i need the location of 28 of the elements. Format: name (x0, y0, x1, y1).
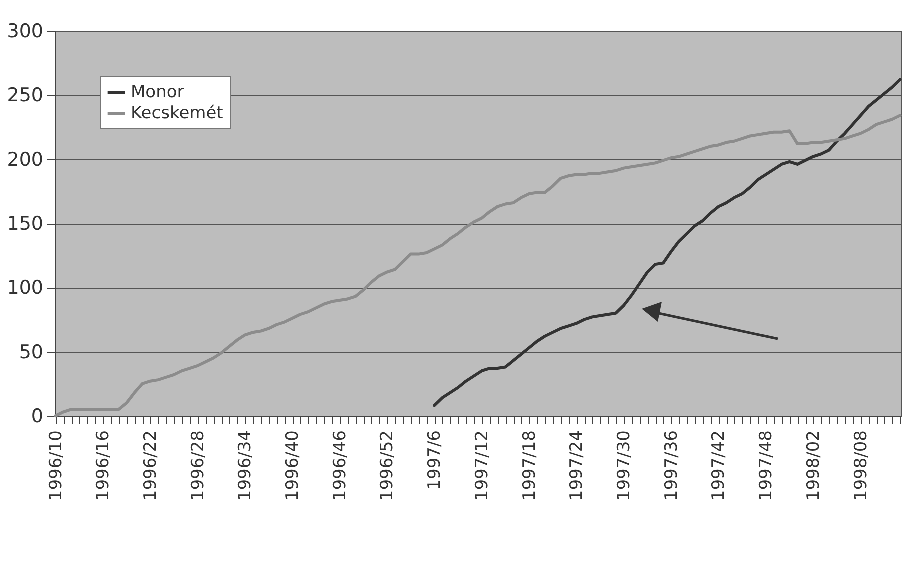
x-tick-label: 1997/42 (709, 430, 730, 502)
x-tick-label: 1996/28 (188, 430, 208, 502)
y-tick-label: 200 (7, 148, 44, 171)
y-tick-label: 300 (7, 20, 44, 42)
x-tick-label: 1997/12 (472, 430, 492, 502)
legend-label: Kecskemét (131, 104, 224, 124)
x-tick-label: 1996/22 (140, 430, 161, 502)
x-tick-label: 1998/02 (804, 430, 824, 502)
x-tick-label: 1997/30 (614, 430, 634, 502)
x-tick-label: 1996/16 (94, 430, 114, 502)
y-tick-label: 150 (7, 213, 44, 235)
y-tick-label: 50 (19, 341, 44, 364)
x-tick-label: 1996/52 (378, 430, 398, 502)
x-tick-label: 1997/18 (520, 430, 540, 502)
x-tick-label: 1997/48 (756, 430, 777, 502)
x-tick-label: 1997/36 (662, 430, 682, 502)
y-tick-label: 100 (7, 277, 44, 300)
line-series (433, 78, 902, 408)
x-tick-label: 1996/40 (283, 430, 304, 502)
x-tick-label: 1996/34 (236, 430, 256, 502)
y-tick-label: 0 (31, 406, 44, 428)
x-tick-label: 1998/08 (851, 430, 872, 502)
y-tick-label: 250 (7, 84, 44, 107)
x-tick-label: 1997/24 (567, 430, 588, 502)
x-tick-label: 1996/46 (330, 430, 350, 502)
legend-label: Monor (131, 82, 184, 102)
x-tick-label: 1997/6 (425, 430, 446, 490)
x-tick-label: 1996/10 (46, 430, 66, 502)
